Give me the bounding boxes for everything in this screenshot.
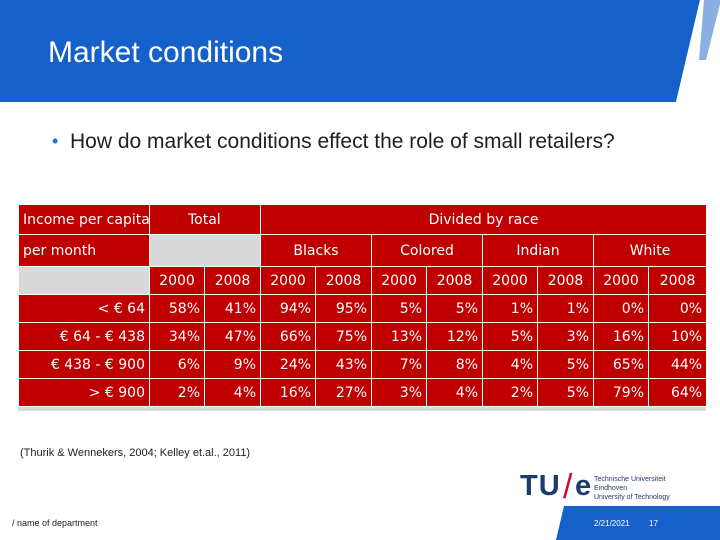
value-cell: 75% (315, 322, 373, 351)
value-cell: 10% (648, 322, 708, 351)
value-cell: 5% (537, 350, 595, 379)
value-cell: 79% (593, 378, 650, 407)
logo-university-name: Technische Universiteit Eindhoven Univer… (594, 475, 704, 502)
value-cell: 3% (371, 378, 428, 407)
header-total: Total (148, 204, 262, 235)
slide-page-number: 17 (649, 519, 658, 528)
table-year-row: 2000 2008 2000 2008 2000 2008 2000 2008 … (18, 266, 708, 295)
value-cell: 24% (260, 350, 317, 379)
value-cell: 5% (482, 322, 539, 351)
value-cell: 5% (426, 294, 484, 323)
logo-slash: / (563, 468, 573, 506)
value-cell: 64% (648, 378, 708, 407)
value-cell: 0% (593, 294, 650, 323)
income-table-container: Income per capita Total Divided by race … (18, 204, 708, 411)
value-cell: 9% (203, 350, 262, 379)
footer-department: / name of department (12, 518, 98, 528)
table-row: > € 900 2% 4% 16% 27% 3% 4% 2% 5% 79% 64… (18, 378, 708, 407)
logo-line-3: University of Technology (594, 494, 670, 501)
tue-logo: TU / e Technische Universiteit Eindhoven… (520, 468, 700, 510)
value-cell: 94% (260, 294, 317, 323)
logo-e-text: e (575, 470, 592, 502)
bullet-icon: • (52, 131, 59, 151)
header-divided-by-race: Divided by race (260, 204, 708, 235)
year-cell: 2000 (149, 266, 205, 295)
value-cell: 44% (648, 350, 708, 379)
value-cell: 5% (537, 378, 595, 407)
row-label: > € 900 (18, 378, 150, 407)
year-cell: 2008 (315, 266, 373, 295)
value-cell: 5% (371, 294, 428, 323)
year-cell: 2008 (426, 266, 484, 295)
value-cell: 95% (315, 294, 373, 323)
value-cell: 1% (482, 294, 539, 323)
value-cell: 6% (149, 350, 205, 379)
value-cell: 27% (315, 378, 373, 407)
value-cell: 43% (315, 350, 373, 379)
logo-line-1: Technische Universiteit (594, 476, 666, 483)
value-cell: 16% (260, 378, 317, 407)
value-cell: 1% (537, 294, 595, 323)
slide-header: Market conditions (0, 0, 720, 102)
value-cell: 58% (149, 294, 205, 323)
value-cell: 65% (593, 350, 650, 379)
table-row: € 64 - € 438 34% 47% 66% 75% 13% 12% 5% … (18, 322, 708, 351)
footer-bar (556, 506, 720, 540)
value-cell: 16% (593, 322, 650, 351)
value-cell: 3% (537, 322, 595, 351)
value-cell: 7% (371, 350, 428, 379)
value-cell: 2% (482, 378, 539, 407)
value-cell: 12% (426, 322, 484, 351)
table-row: € 438 - € 900 6% 9% 24% 43% 7% 8% 4% 5% … (18, 350, 708, 379)
header-background (0, 0, 720, 102)
value-cell: 4% (203, 378, 262, 407)
year-cell: 2000 (260, 266, 317, 295)
value-cell: 41% (203, 294, 262, 323)
year-row-blank (18, 266, 150, 295)
header-race-colored: Colored (371, 234, 484, 267)
table-row: < € 64 58% 41% 94% 95% 5% 5% 1% 1% 0% 0% (18, 294, 708, 323)
year-cell: 2000 (482, 266, 539, 295)
year-cell: 2008 (203, 266, 262, 295)
slide-title: Market conditions (48, 36, 284, 69)
slide-date: 2/21/2021 (594, 519, 630, 528)
citation-text: (Thurik & Wennekers, 2004; Kelley et.al.… (20, 447, 251, 459)
header-race-indian: Indian (482, 234, 595, 267)
value-cell: 8% (426, 350, 484, 379)
value-cell: 13% (371, 322, 428, 351)
value-cell: 4% (482, 350, 539, 379)
header-income-per-capita: Income per capita (18, 204, 150, 235)
value-cell: 2% (149, 378, 205, 407)
header-per-month: per month (18, 234, 150, 267)
row-label: € 64 - € 438 (18, 322, 150, 351)
value-cell: 66% (260, 322, 317, 351)
value-cell: 0% (648, 294, 708, 323)
year-cell: 2000 (371, 266, 428, 295)
logo-tu-text: TU (520, 470, 561, 502)
header-race-white: White (593, 234, 708, 267)
row-label: € 438 - € 900 (18, 350, 150, 379)
table-header-row-1: Income per capita Total Divided by race (18, 204, 708, 235)
row-label: < € 64 (18, 294, 150, 323)
header-blank-cell (148, 234, 262, 267)
value-cell: 4% (426, 378, 484, 407)
income-table: Income per capita Total Divided by race … (18, 204, 708, 407)
year-cell: 2008 (648, 266, 708, 295)
table-header-row-2: per month Blacks Colored Indian White (18, 234, 708, 267)
value-cell: 34% (149, 322, 205, 351)
logo-line-2: Eindhoven (594, 485, 628, 492)
footer-bar-shape (556, 506, 720, 540)
header-race-blacks: Blacks (260, 234, 373, 267)
year-cell: 2000 (593, 266, 650, 295)
bullet-text: How do market conditions effect the role… (70, 130, 615, 153)
value-cell: 47% (203, 322, 262, 351)
year-cell: 2008 (537, 266, 595, 295)
